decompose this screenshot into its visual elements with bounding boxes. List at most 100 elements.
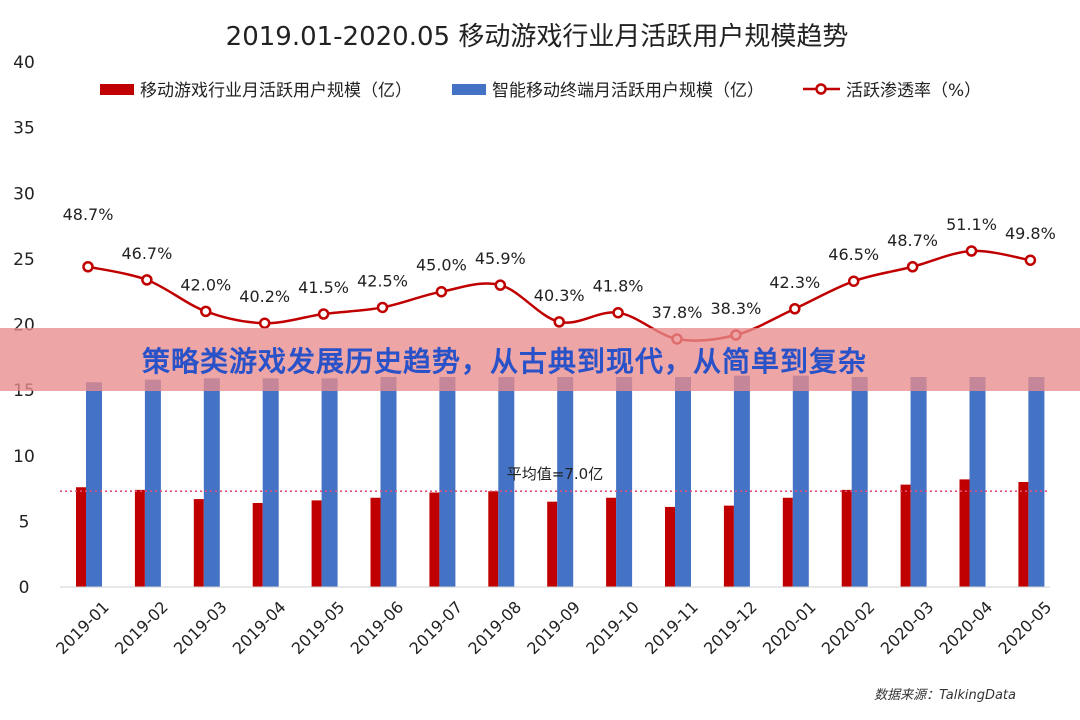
penetration-data-label: 40.3% xyxy=(534,286,585,305)
bar-mobile-game xyxy=(370,497,381,587)
legend-swatch-marker xyxy=(815,83,827,95)
penetration-data-label: 46.5% xyxy=(828,245,879,264)
bar-mobile-game xyxy=(606,497,617,587)
penetration-line: 48.7% 46.7% 42.0% 40.2% 41.5% 42.5% 45.0% 45.9%… xyxy=(63,205,1056,345)
overlay-banner: 策略类游戏发展历史趋势，从古典到现代，从简单到复杂 xyxy=(0,328,1080,391)
x-tick-label: 2019-06 xyxy=(347,597,408,658)
bar-mobile-game xyxy=(959,479,970,587)
x-axis: 2019-012019-022019-032019-042019-052019-… xyxy=(52,586,1056,658)
bar-smart-terminal xyxy=(321,378,338,587)
bar-smart-terminal xyxy=(144,379,161,587)
x-tick-label: 2019-07 xyxy=(406,597,467,658)
penetration-point xyxy=(789,303,801,315)
penetration-point xyxy=(435,285,448,298)
bar-smart-terminal xyxy=(203,378,220,587)
x-tick-label: 2020-01 xyxy=(759,597,820,658)
x-tick-label: 2019-01 xyxy=(52,597,113,658)
x-tick-label: 2019-09 xyxy=(523,597,584,658)
bar-smart-terminal xyxy=(792,375,809,587)
penetration-point xyxy=(258,317,271,329)
bar-smart-terminal xyxy=(851,377,868,587)
bar-smart-terminal xyxy=(557,377,574,587)
bar-smart-terminal xyxy=(380,377,397,587)
penetration-point xyxy=(1024,254,1037,266)
bar-mobile-game xyxy=(134,489,145,587)
penetration-point xyxy=(612,306,624,319)
legend-swatch-blue-bar xyxy=(452,84,486,95)
y-tick-label: 5 xyxy=(19,512,30,532)
penetration-point xyxy=(965,245,978,257)
bar-smart-terminal xyxy=(910,377,927,587)
x-tick-label: 2019-04 xyxy=(229,597,290,658)
bar-smart-terminal xyxy=(1028,377,1045,587)
penetration-data-label: 48.7% xyxy=(887,231,938,250)
legend-label-mobile-game: 移动游戏行业月活跃用户规模（亿） xyxy=(140,81,412,101)
penetration-point xyxy=(847,275,860,287)
x-tick-label: 2019-10 xyxy=(582,597,643,658)
penetration-data-label: 45.0% xyxy=(416,256,467,275)
x-tick-label: 2019-12 xyxy=(700,597,761,658)
penetration-point xyxy=(141,274,153,286)
legend-label-smart-terminal: 智能移动终端月活跃用户规模（亿） xyxy=(492,81,764,101)
bar-mobile-game xyxy=(665,506,675,587)
y-tick-label: 40 xyxy=(13,53,35,73)
x-tick-label: 2019-05 xyxy=(288,597,349,658)
y-tick-label: 10 xyxy=(13,447,35,467)
penetration-data-label: 41.5% xyxy=(298,278,349,297)
bar-mobile-game xyxy=(76,487,86,587)
bar-smart-terminal xyxy=(498,377,515,587)
penetration-point xyxy=(494,279,507,291)
penetration-data-label: 46.7% xyxy=(121,244,172,263)
penetration-data-label: 42.0% xyxy=(180,275,231,294)
y-tick-label: 30 xyxy=(13,184,35,204)
penetration-point xyxy=(553,316,565,328)
penetration-point xyxy=(906,261,919,273)
penetration-data-label: 38.3% xyxy=(710,299,761,318)
x-tick-label: 2020-04 xyxy=(936,597,997,658)
x-tick-label: 2020-05 xyxy=(995,597,1056,658)
bar-mobile-game xyxy=(311,500,322,587)
bar-mobile-game xyxy=(900,484,911,587)
penetration-point xyxy=(82,261,94,273)
chart-title: 2019.01-2020.05 移动游戏行业月活跃用户规模趋势 xyxy=(226,22,849,52)
penetration-data-label: 42.3% xyxy=(769,273,820,292)
bar-mobile-game xyxy=(547,501,558,587)
bar-mobile-game xyxy=(193,499,204,587)
bar-mobile-game xyxy=(1018,482,1029,587)
legend-swatch-red-bar xyxy=(100,84,134,95)
y-tick-label: 25 xyxy=(13,250,35,270)
y-tick-label: 35 xyxy=(13,119,35,139)
penetration-data-label: 45.9% xyxy=(475,249,526,268)
penetration-data-label: 41.8% xyxy=(593,277,644,296)
penetration-data-label: 49.8% xyxy=(1005,224,1056,243)
bar-mobile-game xyxy=(252,503,263,587)
penetration-point xyxy=(317,308,330,320)
x-tick-label: 2019-11 xyxy=(641,597,702,658)
legend-label-penetration: 活跃渗透率（%） xyxy=(846,81,981,101)
bar-smart-terminal xyxy=(262,378,279,587)
penetration-data-label: 42.5% xyxy=(357,271,408,290)
source-note: 数据来源：TalkingData xyxy=(874,688,1016,703)
bars xyxy=(76,375,1045,587)
bar-mobile-game xyxy=(723,505,734,587)
x-tick-label: 2019-08 xyxy=(464,597,525,658)
bar-mobile-game xyxy=(429,492,440,587)
average-annotation: 平均值=7.0亿 xyxy=(60,465,1050,492)
average-label: 平均值=7.0亿 xyxy=(507,465,603,483)
penetration-data-label: 40.2% xyxy=(239,287,290,306)
banner-text: 策略类游戏发展历史趋势，从古典到现代，从简单到复杂 xyxy=(142,344,868,378)
bar-mobile-game xyxy=(488,491,499,587)
y-tick-label: 0 xyxy=(19,578,30,598)
x-tick-label: 2020-03 xyxy=(877,597,938,658)
bar-smart-terminal xyxy=(616,377,633,587)
penetration-point xyxy=(376,301,389,314)
bar-mobile-game xyxy=(841,489,852,587)
bar-smart-terminal xyxy=(733,375,750,587)
bar-mobile-game xyxy=(782,497,793,587)
penetration-data-label: 48.7% xyxy=(63,205,114,224)
legend: 移动游戏行业月活跃用户规模（亿） 智能移动终端月活跃用户规模（亿） 活跃渗透率（… xyxy=(100,81,981,101)
bar-smart-terminal xyxy=(969,377,986,587)
x-tick-label: 2019-03 xyxy=(170,597,231,658)
